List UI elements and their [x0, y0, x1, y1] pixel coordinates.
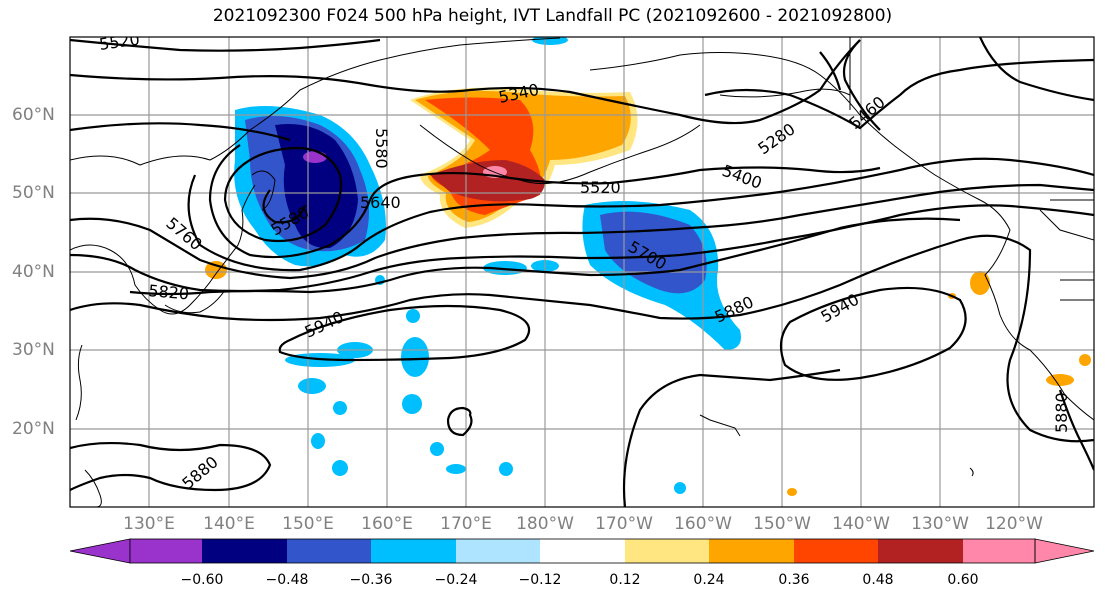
colorbar-tick-label: 0.48 [862, 572, 894, 588]
colorbar-tick-label: 0.12 [609, 572, 641, 588]
lon-label: 160°E [361, 514, 413, 534]
colorbar-tick-label: 0.60 [947, 572, 979, 588]
lon-label: 180°W [516, 514, 574, 534]
colorbar-tick-label: −0.12 [518, 572, 562, 588]
lat-label: 40°N [12, 262, 55, 282]
lon-label: 130°E [123, 514, 175, 534]
colorbar-tick-label: 0.36 [778, 572, 810, 588]
lat-label: 50°N [12, 183, 55, 203]
map-title: 2021092300 F024 500 hPa height, IVT Land… [212, 6, 893, 26]
lon-label: 150°E [282, 514, 334, 534]
lon-label: 170°W [595, 514, 653, 534]
lat-label: 30°N [12, 340, 55, 360]
contour-label: 5520 [98, 29, 141, 53]
colorbar-tick-label: −0.36 [349, 572, 393, 588]
contour-label: 5880 [1052, 392, 1071, 433]
ivt-negative-anomaly [234, 37, 741, 494]
colorbar-tick-label: −0.24 [434, 572, 478, 588]
lon-label: 170°E [440, 514, 492, 534]
lon-label: 130°W [911, 514, 969, 534]
contour-label: 5520 [580, 178, 621, 197]
contour-label: 5820 [148, 281, 190, 303]
map-border [69, 36, 1095, 508]
colorbar [69, 538, 1095, 564]
height-contours [70, 37, 1094, 507]
lon-label: 140°E [203, 514, 255, 534]
lon-label: 150°W [753, 514, 811, 534]
contour-label: 5580 [372, 128, 391, 169]
lon-label: 120°W [985, 514, 1043, 534]
lon-label: 160°W [674, 514, 732, 534]
lon-label: 140°W [832, 514, 890, 534]
lat-label: 20°N [12, 419, 55, 439]
colorbar-tick-label: 0.24 [693, 572, 725, 588]
lat-label: 60°N [12, 105, 55, 125]
colorbar-tick-label: −0.60 [180, 572, 224, 588]
contour-label: 5640 [360, 193, 401, 212]
colorbar-tick-label: −0.48 [265, 572, 309, 588]
